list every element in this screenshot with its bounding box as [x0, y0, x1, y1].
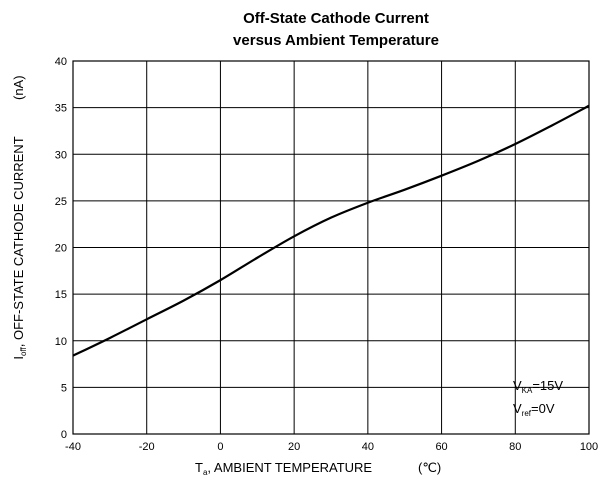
x-tick-label: 60: [435, 441, 447, 453]
y-tick-label: 0: [61, 429, 67, 441]
series-line-0: [72, 104, 590, 357]
y-tick-label: 5: [61, 382, 67, 394]
y-axis-label: Ioff, OFF-STATE CATHODE CURRENT: [11, 136, 28, 359]
x-tick-label: 20: [288, 441, 300, 453]
series-group: [72, 104, 590, 357]
grid: [72, 60, 590, 435]
y-axis-unit: (nA): [11, 75, 26, 100]
chart-title-line-1: Off-State Cathode Current: [243, 10, 429, 27]
y-tick-label: 15: [55, 289, 67, 301]
y-tick-label: 30: [55, 149, 67, 161]
y-tick-label: 20: [55, 243, 67, 255]
annotation-vref: Vref=0V: [513, 401, 555, 418]
y-tick-labels: 0 5 10 15 20 25 30 35 40: [55, 56, 67, 441]
annotations: VKA=15V Vref=0V: [513, 378, 563, 418]
annotation-vka: VKA=15V: [513, 378, 563, 395]
y-tick-label: 10: [55, 336, 67, 348]
x-tick-label: 40: [362, 441, 374, 453]
plot-border: [72, 60, 590, 435]
x-axis-unit: (℃): [418, 460, 441, 475]
x-tick-label: 0: [217, 441, 223, 453]
plot-frame: [72, 60, 590, 435]
x-axis-label: Ta, AMBIENT TEMPERATURE: [195, 460, 372, 477]
y-tick-label: 35: [55, 103, 67, 115]
x-tick-label: 100: [580, 441, 598, 453]
y-tick-label: 40: [55, 56, 67, 68]
x-tick-label: -20: [139, 441, 155, 453]
x-tick-labels: -40 -20 0 20 40 60 80 100: [65, 441, 598, 453]
chart-title-line-2: versus Ambient Temperature: [233, 32, 439, 49]
x-tick-label: 80: [509, 441, 521, 453]
x-tick-label: -40: [65, 441, 81, 453]
y-tick-label: 25: [55, 196, 67, 208]
